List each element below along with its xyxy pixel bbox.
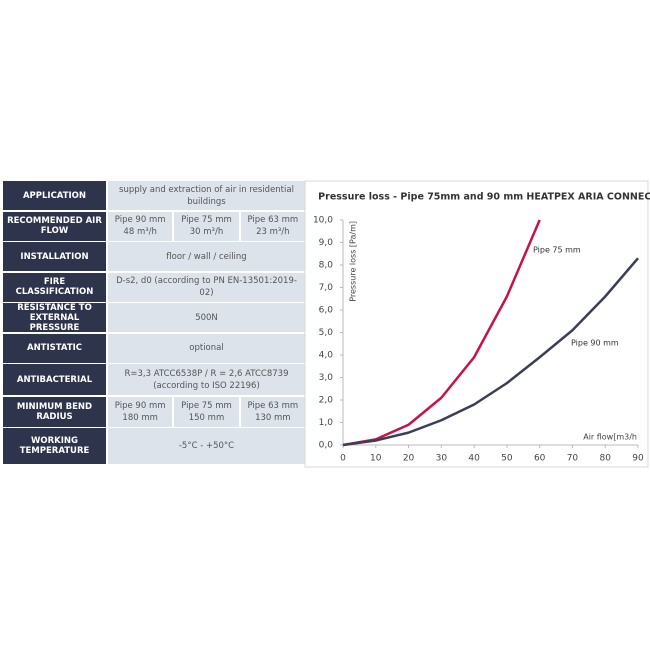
row-values: -5°C - +50°C — [108, 428, 305, 464]
series-line — [342, 257, 639, 447]
y-tick-label: 7,0 — [319, 283, 334, 293]
row-values: R=3,3 ATCC6538P / R = 2,6 ATCC8739 (accor… — [108, 364, 305, 395]
table-row: ANTIBACTERIAL R=3,3 ATCC6538P / R = 2,6 A… — [3, 364, 305, 395]
row-label: APPLICATION — [3, 181, 108, 210]
row-label: RESISTANCE TO EXTERNAL PRESSURE — [3, 303, 108, 333]
x-tick-label: 20 — [403, 454, 415, 464]
value-cell: supply and extraction of air in resident… — [108, 181, 305, 210]
value-cell: Pipe 75 mm 150 mm — [174, 396, 239, 427]
cell-line: Pipe 90 mm — [114, 215, 166, 225]
x-axis-label: Air flow[m3/h — [583, 433, 637, 442]
chart-title: Pressure loss - Pipe 75mm and 90 mm HEAT… — [318, 192, 650, 203]
x-tick-label: 0 — [340, 454, 346, 464]
cell-line: Pipe 63 mm — [247, 215, 299, 225]
y-tick-label: 2,0 — [319, 396, 334, 406]
row-label: FIRE CLASSIFICATION — [3, 272, 108, 302]
x-tick-label: 50 — [501, 454, 513, 464]
row-label: MINIMUM BEND RADIUS — [3, 396, 108, 427]
y-tick-label: 4,0 — [319, 351, 334, 361]
y-tick-label: 8,0 — [319, 261, 334, 271]
value-cell: R=3,3 ATCC6538P / R = 2,6 ATCC8739 (accor… — [108, 364, 305, 395]
value-cell: optional — [108, 333, 305, 363]
row-label: INSTALLATION — [3, 242, 108, 271]
x-tick-label: 60 — [534, 454, 546, 464]
row-values: Pipe 90 mm 180 mm Pipe 75 mm 150 mm Pipe 63 … — [108, 396, 305, 427]
table-row: ANTISTATIC optional — [3, 333, 305, 363]
chart-panel — [304, 180, 649, 468]
cell-line: 150 mm — [188, 412, 225, 423]
cell-line: Pipe 90 mm — [114, 400, 166, 411]
y-tick-label: 1,0 — [319, 418, 334, 428]
row-label: ANTIBACTERIAL — [3, 364, 108, 395]
cell-line: (according to ISO 22196) — [153, 380, 260, 391]
table-row: APPLICATION supply and extraction of air … — [3, 181, 305, 210]
row-values: floor / wall / ceiling — [108, 242, 305, 271]
row-values: 500N — [108, 303, 305, 332]
x-tick-label: 40 — [468, 454, 480, 464]
value-cell: Pipe 90 mm 180 mm — [108, 396, 173, 427]
table-row: WORKING TEMPERATURE -5°C - +50°C — [3, 428, 305, 464]
cell-line: Pipe 63 mm — [247, 400, 299, 411]
cell-line: 48 m³/h — [123, 227, 157, 237]
row-values: supply and extraction of air in resident… — [108, 181, 305, 210]
x-tick-label: 70 — [567, 454, 579, 464]
row-values: Pipe 90 mm 48 m³/h Pipe 75 mm 30 m³/h Pipe 6… — [108, 211, 305, 241]
table-row: INSTALLATION floor / wall / ceiling — [3, 242, 305, 271]
y-tick-label: 9,0 — [319, 238, 334, 248]
cell-line: Pipe 75 mm — [181, 215, 232, 225]
row-label: ANTISTATIC — [3, 333, 108, 363]
x-tick-label: 10 — [370, 454, 382, 464]
row-label: RECOMMENDED AIR FLOW — [3, 211, 108, 241]
value-cell: Pipe 75 mm 30 m³/h — [174, 211, 239, 241]
value-cell: floor / wall / ceiling — [108, 242, 305, 271]
table-row: RESISTANCE TO EXTERNAL PRESSURE 500N — [3, 303, 305, 333]
series-label: Pipe 90 mm — [571, 339, 619, 348]
x-tick-label: 30 — [436, 454, 448, 464]
table-row: MINIMUM BEND RADIUS Pipe 90 mm 180 mm Pipe … — [3, 396, 305, 427]
y-tick-label: 10,0 — [313, 216, 333, 226]
x-tick-label: 90 — [632, 454, 644, 464]
value-cell: D-s2, d0 (according to PN EN-13501:2019-… — [108, 272, 305, 302]
y-tick-label: 5,0 — [319, 328, 334, 338]
cell-line: 130 mm — [255, 412, 291, 423]
cell-line: R=3,3 ATCC6538P / R = 2,6 ATCC8739 — [124, 368, 289, 379]
table-row: RECOMMENDED AIR FLOW Pipe 90 mm 48 m³/h Pip… — [3, 211, 305, 241]
row-label: WORKING TEMPERATURE — [3, 428, 108, 464]
x-tick-label: 80 — [599, 454, 611, 464]
value-cell: Pipe 90 mm 48 m³/h — [108, 211, 173, 241]
value-cell: 500N — [108, 303, 305, 332]
cell-line: Pipe 75 mm — [181, 400, 232, 411]
value-cell: -5°C - +50°C — [108, 428, 305, 464]
cell-line: 23 m³/h — [256, 227, 290, 237]
value-cell: Pipe 63 mm 130 mm — [240, 396, 305, 427]
cell-line: 180 mm — [122, 412, 158, 423]
table-row: FIRE CLASSIFICATION D-s2, d0 (according t… — [3, 272, 305, 302]
y-axis-label: Pressure loss [Pa/m] — [349, 221, 358, 302]
row-values: optional — [108, 333, 305, 363]
y-tick-label: 3,0 — [319, 373, 334, 383]
y-tick-label: 6,0 — [319, 306, 334, 316]
series-label: Pipe 75 mm — [533, 246, 581, 255]
cell-line: 30 m³/h — [189, 227, 224, 237]
value-cell: Pipe 63 mm 23 m³/h — [240, 211, 305, 241]
spec-table: APPLICATION supply and extraction of air … — [3, 181, 305, 466]
y-tick-label: 0,0 — [319, 441, 334, 451]
row-values: D-s2, d0 (according to PN EN-13501:2019-… — [108, 272, 305, 302]
